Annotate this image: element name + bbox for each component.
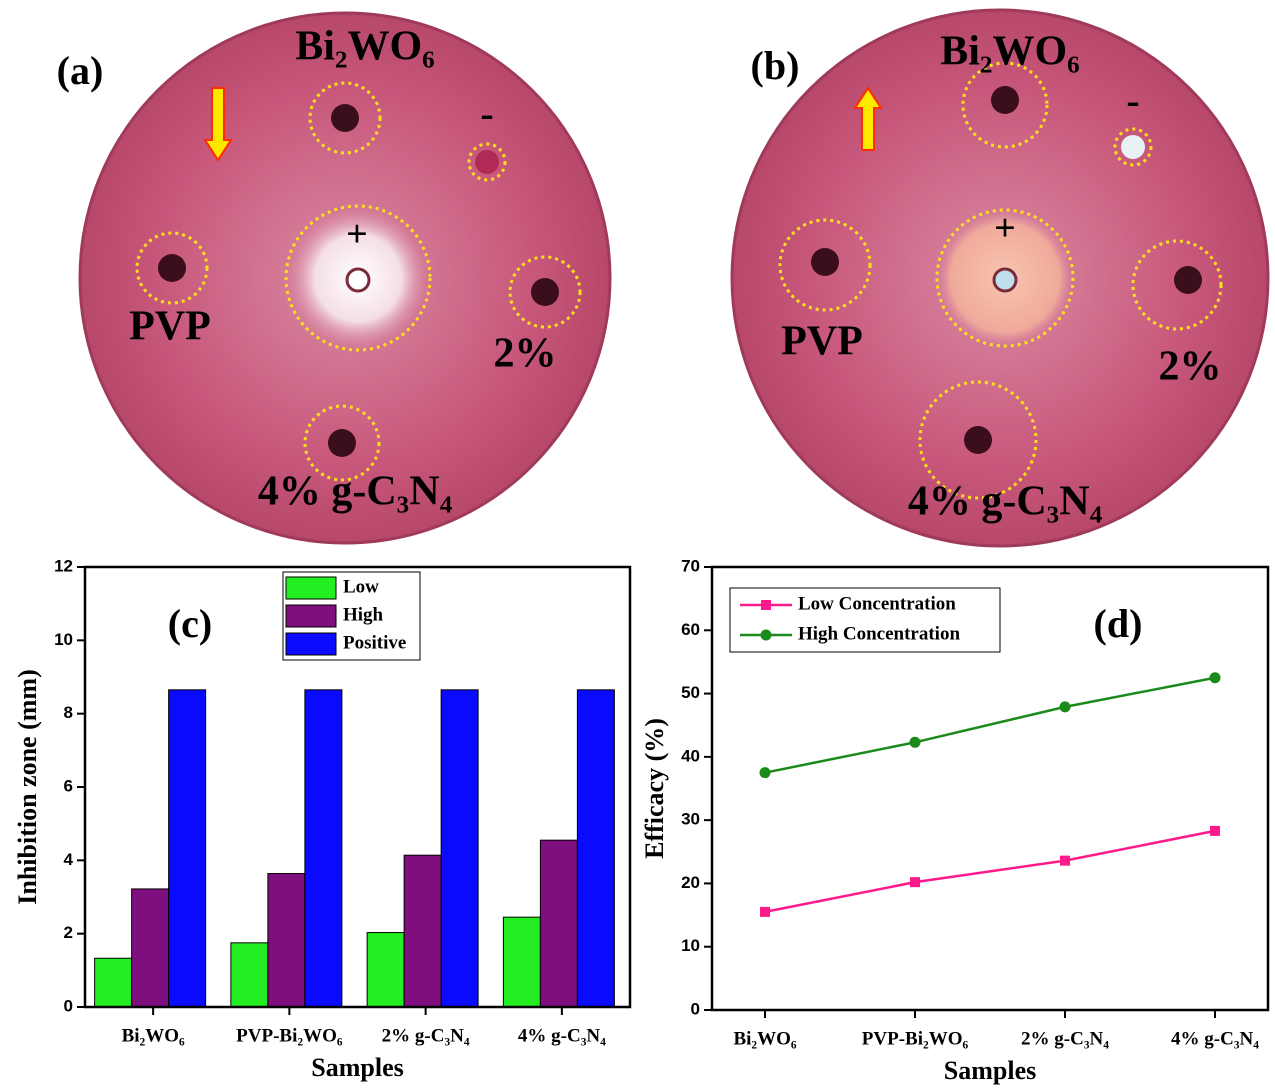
bar (367, 933, 404, 1007)
marker (1210, 826, 1220, 836)
x-tick-label: Bi₂WO₆ (733, 1028, 796, 1049)
y-tick-label: 0 (64, 996, 73, 1015)
legend-swatch (286, 577, 336, 599)
photo-label: 4% g-C₃N₄ (908, 479, 1103, 525)
panel-label: (c) (168, 601, 212, 646)
bar (404, 855, 441, 1007)
well (158, 254, 186, 282)
well (328, 429, 356, 457)
marker (760, 767, 771, 778)
y-tick-label: 60 (681, 620, 700, 639)
photo-label: 2% (1159, 344, 1222, 390)
marker (910, 877, 920, 887)
x-tick-label: 2% g-C₃N₄ (382, 1025, 470, 1046)
legend-label: Low (343, 576, 379, 597)
panel-label: (a) (57, 48, 104, 93)
legend-label: Positive (343, 632, 406, 653)
x-tick-label: 4% g-C₃N₄ (518, 1025, 606, 1046)
x-axis-title: Samples (311, 1053, 403, 1082)
y-tick-label: 10 (54, 630, 73, 649)
photo-label: - (1126, 78, 1139, 123)
y-tick-label: 40 (681, 746, 700, 765)
y-tick-label: 20 (681, 873, 700, 892)
well (475, 150, 499, 174)
photo-label: + (346, 214, 368, 256)
legend-swatch (761, 630, 772, 641)
x-tick-label: 2% g-C₃N₄ (1021, 1028, 1109, 1049)
y-tick-label: 50 (681, 683, 700, 702)
photo-label: 4% g-C₃N₄ (258, 469, 453, 515)
bar (268, 874, 305, 1007)
bar (132, 889, 169, 1007)
y-tick-label: 10 (681, 936, 700, 955)
y-tick-label: 30 (681, 810, 700, 829)
line (765, 831, 1215, 912)
bar (231, 943, 268, 1007)
marker (1060, 701, 1071, 712)
legend-swatch (286, 605, 336, 627)
photo-label: + (994, 208, 1016, 250)
y-tick-label: 6 (64, 776, 73, 795)
legend-label: High (343, 604, 384, 625)
panel-label: (d) (1094, 601, 1143, 646)
bar (305, 690, 342, 1007)
photo-label: 2% (494, 331, 557, 377)
well (347, 269, 369, 291)
marker (760, 907, 770, 917)
bar (540, 840, 577, 1007)
legend-label: High Concentration (798, 623, 960, 644)
y-tick-label: 0 (691, 999, 700, 1018)
legend-label: Low Concentration (798, 593, 956, 614)
panel-label: (b) (751, 43, 800, 88)
well (331, 104, 359, 132)
photo-label: PVP (129, 304, 211, 350)
photo-label: Bi₂WO₆ (295, 24, 435, 70)
photo-label: Bi₂WO₆ (940, 29, 1080, 75)
bar (503, 917, 540, 1007)
y-tick-label: 70 (681, 556, 700, 575)
well (1121, 135, 1145, 159)
x-tick-label: 4% g-C₃N₄ (1171, 1028, 1259, 1049)
marker (910, 737, 921, 748)
marker (1210, 672, 1221, 683)
well (1174, 266, 1202, 294)
well (991, 86, 1019, 114)
plate-a (80, 13, 610, 543)
legend-swatch (761, 600, 771, 610)
x-tick-label: PVP-Bi₂WO₆ (236, 1025, 343, 1046)
line (765, 678, 1215, 773)
marker (1060, 856, 1070, 866)
well (964, 426, 992, 454)
y-tick-label: 2 (64, 923, 73, 942)
legend-swatch (286, 633, 336, 655)
well (994, 269, 1016, 291)
y-tick-label: 4 (64, 850, 74, 869)
bar (169, 690, 206, 1007)
y-axis-title: Inhibition zone (mm) (13, 669, 42, 904)
bar (95, 958, 132, 1007)
well (811, 248, 839, 276)
x-tick-label: PVP-Bi₂WO₆ (862, 1028, 969, 1049)
figure: (a)Bi₂WO₆-+PVP2%4% g-C₃N₄(b)Bi₂WO₆-+PVP2… (0, 0, 1275, 1090)
y-tick-label: 8 (64, 703, 73, 722)
y-tick-label: 12 (54, 556, 73, 575)
photo-label: PVP (781, 319, 863, 365)
x-tick-label: Bi₂WO₆ (122, 1025, 185, 1046)
photo-label: - (480, 91, 493, 136)
bar (441, 690, 478, 1007)
y-axis-title: Efficacy (%) (640, 718, 669, 859)
well (531, 278, 559, 306)
bar (577, 690, 614, 1007)
x-axis-title: Samples (944, 1056, 1036, 1085)
